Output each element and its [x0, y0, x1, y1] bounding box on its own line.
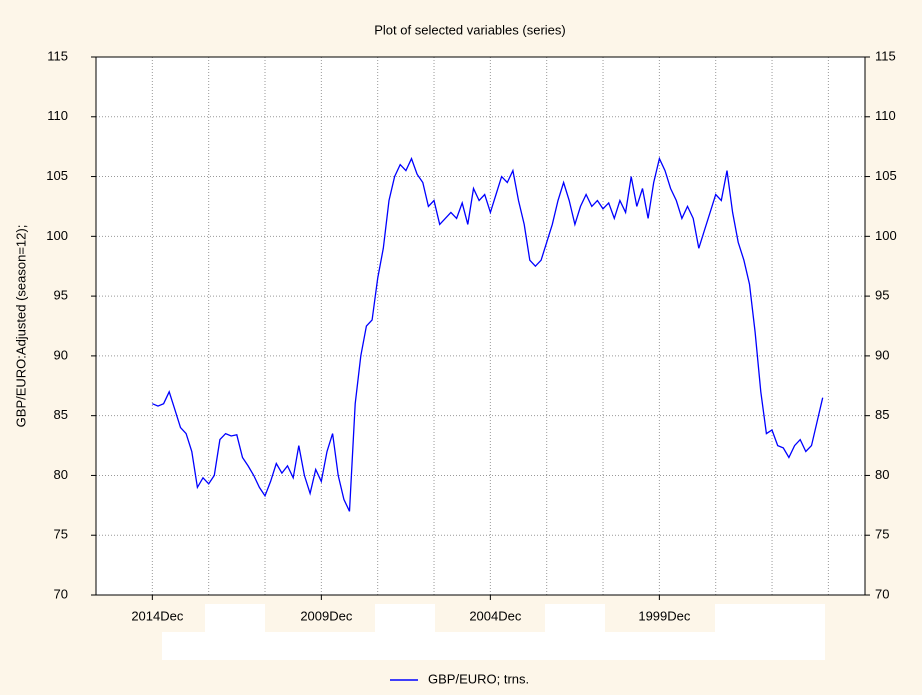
blank-box [545, 604, 605, 632]
y2-tick-label: 70 [875, 586, 889, 601]
blank-box [715, 604, 825, 632]
y-tick-label: 105 [46, 168, 68, 183]
y-tick-label: 75 [54, 527, 68, 542]
y2-tick-label: 90 [875, 347, 889, 362]
series-line [152, 156, 824, 512]
y-tick-label: 115 [47, 48, 68, 63]
y-tick-label: 90 [54, 347, 68, 362]
x-tick-label: 2004Dec [469, 608, 522, 623]
y2-tick-label: 95 [875, 288, 889, 303]
blank-box [375, 604, 435, 632]
y-tick-label: 95 [54, 288, 68, 303]
blank-box [205, 604, 265, 632]
x-tick-label: 2014Dec [131, 608, 184, 623]
y2-tick-label: 115 [875, 48, 896, 63]
y-tick-label: 85 [54, 407, 68, 422]
y-axis-label: GBP/EURO:Adjusted (season=12); [13, 225, 28, 428]
y2-tick-label: 85 [875, 407, 889, 422]
x-tick-label: 2009Dec [300, 608, 353, 623]
legend-label: GBP/EURO; trns. [428, 671, 529, 686]
y2-tick-label: 110 [875, 108, 896, 123]
chart-title: Plot of selected variables (series) [374, 22, 565, 37]
blank-box [162, 632, 825, 660]
y2-tick-label: 75 [875, 527, 889, 542]
x-tick-label: 1999Dec [638, 608, 691, 623]
y2-tick-label: 105 [875, 168, 897, 183]
y2-tick-label: 100 [875, 228, 897, 243]
plot-frame [95, 56, 866, 596]
y2-tick-label: 80 [875, 467, 889, 482]
plot-area [96, 57, 865, 595]
y-tick-label: 100 [46, 228, 68, 243]
y-tick-label: 110 [47, 108, 68, 123]
y-tick-label: 70 [54, 586, 68, 601]
y-tick-label: 80 [54, 467, 68, 482]
